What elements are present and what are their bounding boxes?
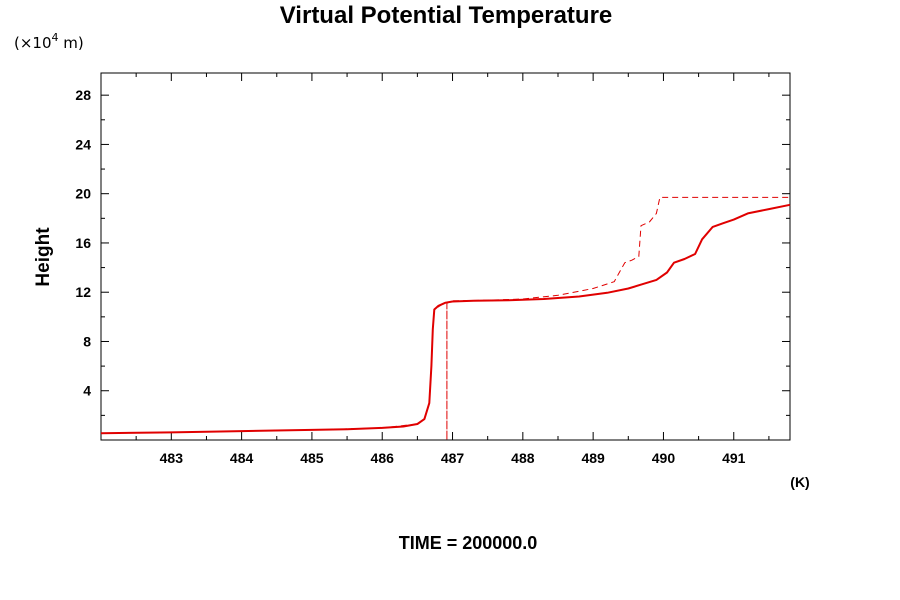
x-tick-label: 489 <box>581 450 605 466</box>
x-tick-label: 487 <box>441 450 465 466</box>
plot-area: 483 484 485 486 487 488 489 490 491 4 8 12 16 20 24 28 <box>75 72 791 466</box>
x-axis-unit: (K) <box>790 474 809 490</box>
y-axis-unit-suffix: m) <box>59 34 84 52</box>
y-tick-label: 28 <box>75 87 91 103</box>
y-axis-unit-exponent: 4 <box>52 31 59 44</box>
x-tick-label: 486 <box>371 450 395 466</box>
y-tick-label: 20 <box>75 186 91 202</box>
x-tick-label: 490 <box>652 450 676 466</box>
y-tick-label: 24 <box>75 136 91 152</box>
y-tick-label: 12 <box>75 284 91 300</box>
series-layer <box>100 196 791 441</box>
y-axis-unit-prefix: (×10 <box>14 34 52 52</box>
x-tick-label: 485 <box>300 450 324 466</box>
chart-title: Virtual Potential Temperature <box>280 2 613 29</box>
x-tick-label: 484 <box>230 450 254 466</box>
x-tick-label: 488 <box>511 450 535 466</box>
x-tick-label: 491 <box>722 450 746 466</box>
plot-frame <box>100 72 791 441</box>
x-tick-label: 483 <box>160 450 184 466</box>
y-tick-label: 8 <box>83 333 91 349</box>
y-axis-label: Height <box>33 227 54 287</box>
axis-ticks: 483 484 485 486 487 488 489 490 491 4 8 12 16 20 24 28 <box>75 73 790 466</box>
y-tick-label: 4 <box>83 383 91 399</box>
series-line-solid <box>100 203 791 435</box>
series-line-dashed <box>100 196 790 441</box>
y-axis-unit: (×104 m) <box>14 31 84 52</box>
time-label: TIME = 200000.0 <box>399 533 538 553</box>
y-tick-label: 16 <box>75 235 91 251</box>
